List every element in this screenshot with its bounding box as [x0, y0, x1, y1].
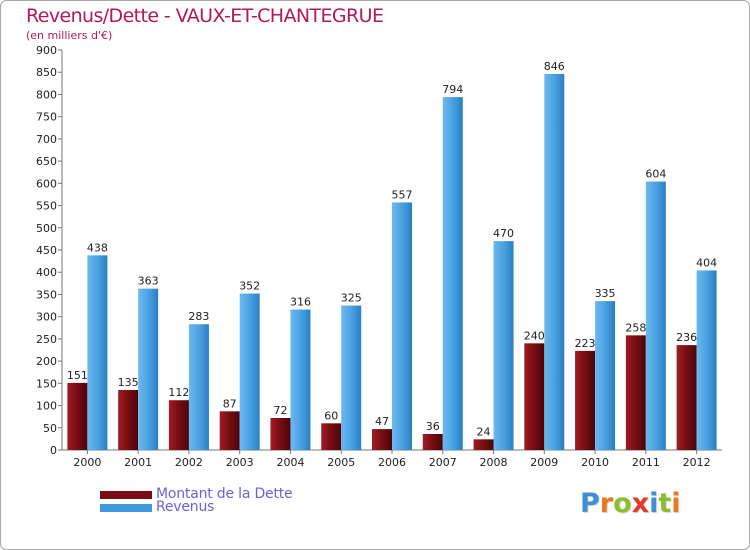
legend-label-revenus: Revenus	[156, 499, 215, 515]
bar-dette	[67, 382, 88, 450]
y-tick-label: 600	[36, 177, 57, 190]
bar-dette	[270, 418, 291, 450]
bar-dette	[676, 345, 697, 450]
data-label-dette: 72	[273, 404, 287, 417]
x-tick-label: 2002	[175, 456, 203, 469]
y-tick-label: 750	[36, 111, 57, 124]
y-tick-label: 50	[43, 422, 57, 435]
data-label-dette: 151	[67, 369, 88, 382]
data-label-revenus: 325	[341, 292, 362, 305]
data-label-revenus: 363	[138, 275, 159, 288]
data-label-dette: 236	[676, 331, 697, 344]
bar-revenus	[341, 305, 362, 450]
bar-revenus	[392, 202, 412, 450]
data-label-revenus: 470	[493, 227, 514, 240]
data-label-revenus: 283	[188, 310, 209, 323]
bar-revenus	[290, 309, 311, 450]
x-tick-label: 2011	[632, 456, 660, 469]
y-tick-label: 100	[36, 400, 57, 413]
data-label-revenus: 316	[290, 296, 311, 309]
data-label-dette: 135	[118, 376, 139, 389]
bar-dette	[372, 429, 392, 450]
bar-dette	[168, 400, 189, 450]
x-tick-label: 2006	[378, 456, 406, 469]
bar-revenus	[645, 181, 666, 451]
bar-dette	[321, 423, 342, 450]
bar-dette	[524, 343, 545, 450]
x-tick-label: 2008	[480, 456, 508, 469]
y-tick-label: 650	[36, 155, 57, 168]
bar-revenus	[442, 97, 463, 450]
data-label-dette: 24	[477, 425, 491, 438]
y-tick-label: 500	[36, 222, 57, 235]
blue-bar-swatch-icon	[100, 504, 152, 512]
data-label-revenus: 404	[696, 256, 717, 269]
y-tick-label: 0	[50, 444, 57, 457]
y-tick-label: 150	[36, 377, 57, 390]
data-label-dette: 240	[524, 329, 545, 342]
axes: 0 50 100 150 200 250 300 350 400 450 500 550 600 650 7…	[36, 44, 722, 469]
bar-revenus	[138, 288, 159, 450]
chart-subtitle: (en milliers d'€)	[26, 29, 113, 42]
y-tick-label: 300	[36, 311, 57, 324]
bars	[67, 74, 717, 451]
data-label-revenus: 604	[645, 168, 666, 181]
x-tick-label: 2009	[530, 456, 558, 469]
y-tick-label: 800	[36, 88, 57, 101]
y-tick-label: 450	[36, 244, 57, 257]
x-tick-label: 2000	[73, 456, 101, 469]
data-label-dette: 223	[575, 337, 596, 350]
x-tick-label: 2003	[226, 456, 254, 469]
y-tick-label: 250	[36, 333, 57, 346]
bar-revenus	[544, 74, 565, 450]
legend-label-dette: Montant de la Dette	[156, 486, 293, 502]
data-label-revenus: 557	[392, 188, 413, 201]
data-label-dette: 112	[168, 386, 189, 399]
data-label-dette: 60	[324, 409, 338, 422]
bar-revenus	[696, 270, 717, 450]
x-tick-label: 2004	[276, 456, 304, 469]
y-tick-label: 350	[36, 288, 57, 301]
data-labels: 151 438 135 363 112 283 87 352 72 316 60 325 47 557 36…	[67, 60, 717, 438]
data-label-dette: 87	[223, 397, 237, 410]
x-tick-label: 2012	[683, 456, 711, 469]
bar-dette	[422, 434, 443, 450]
x-tick-label: 2001	[124, 456, 152, 469]
y-tick-label: 400	[36, 266, 57, 279]
data-label-revenus: 335	[595, 287, 616, 300]
y-tick-label: 200	[36, 355, 57, 368]
x-tick-label: 2007	[429, 456, 457, 469]
data-label-revenus: 438	[87, 241, 108, 254]
bar-dette	[473, 439, 494, 450]
bar-revenus	[595, 301, 616, 450]
x-tick-label: 2005	[327, 456, 355, 469]
data-label-revenus: 352	[239, 280, 260, 293]
data-label-dette: 258	[625, 321, 646, 334]
y-tick-label: 900	[36, 44, 57, 57]
y-tick-label: 700	[36, 133, 57, 146]
data-label-dette: 36	[426, 420, 440, 433]
data-label-revenus: 846	[544, 60, 565, 73]
bar-dette	[219, 411, 240, 450]
dark-red-bar-swatch-icon	[100, 491, 152, 499]
bar-revenus	[188, 324, 209, 450]
bar-revenus	[87, 255, 108, 450]
data-label-dette: 47	[375, 415, 389, 428]
proxiti-logo: Proxiti	[580, 488, 681, 519]
y-tick-label: 850	[36, 66, 57, 79]
bar-dette	[625, 335, 646, 450]
x-tick-label: 2010	[581, 456, 609, 469]
bar-dette	[118, 390, 139, 450]
data-label-revenus: 794	[442, 83, 463, 96]
chart-title: Revenus/Dette - VAUX-ET-CHANTEGRUE	[26, 5, 384, 27]
bar-revenus	[239, 293, 260, 450]
y-tick-label: 550	[36, 200, 57, 213]
bar-revenus	[493, 241, 514, 450]
bar-dette	[575, 350, 596, 450]
